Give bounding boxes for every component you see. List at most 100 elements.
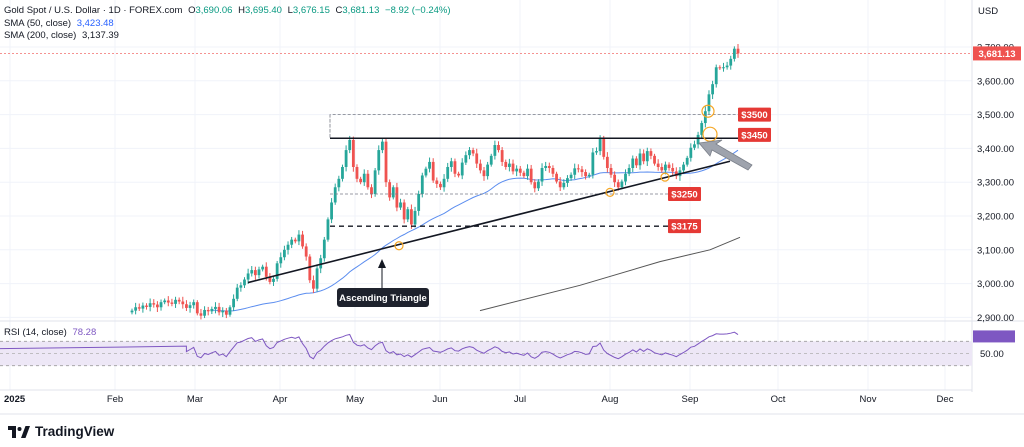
candle-body-76 xyxy=(406,209,410,220)
candle-body-35 xyxy=(257,269,261,276)
candle-body-139 xyxy=(634,158,638,166)
candle-body-4 xyxy=(145,305,148,307)
candle-body-34 xyxy=(253,270,257,276)
candle-body-44 xyxy=(290,239,294,245)
candle-body-133 xyxy=(613,174,617,183)
candle-body-29 xyxy=(235,287,239,299)
candle-body-1 xyxy=(134,307,138,311)
level-tag-3250: $3250 xyxy=(668,187,701,202)
price-tick-3: 3,400.00 xyxy=(977,144,1014,155)
candle-body-9 xyxy=(163,300,167,303)
candle-body-53 xyxy=(322,239,326,259)
candle-body-111 xyxy=(533,182,537,189)
candle-body-33 xyxy=(250,270,254,274)
candle-body-61 xyxy=(351,139,355,167)
candle-body-90 xyxy=(457,173,460,176)
candle-body-140 xyxy=(638,153,642,166)
candle-body-92 xyxy=(464,155,468,163)
gridlines xyxy=(0,0,1024,415)
candle-body-152 xyxy=(682,164,685,171)
tradingview-logo[interactable]: TradingView xyxy=(8,424,114,439)
candle-body-24 xyxy=(217,306,221,313)
candle-body-81 xyxy=(424,168,428,176)
candle-body-136 xyxy=(624,173,627,182)
candle-body-143 xyxy=(649,151,653,156)
time-tick-7: Aug xyxy=(602,394,619,405)
candle-body-150 xyxy=(674,171,678,177)
candle-body-5 xyxy=(148,303,152,307)
candle-body-108 xyxy=(522,172,526,177)
candle-body-107 xyxy=(518,168,522,173)
candle-body-117 xyxy=(555,173,558,182)
rsi-value-tag-bg xyxy=(973,330,1015,343)
currency-label[interactable]: USD xyxy=(978,6,999,17)
candle-body-27 xyxy=(228,307,232,315)
candle-body-72 xyxy=(391,187,395,198)
level-tag-text: $3175 xyxy=(671,222,698,233)
candle-body-125 xyxy=(584,172,587,177)
time-tick-4: May xyxy=(346,394,364,405)
candle-body-123 xyxy=(576,168,580,170)
candle-body-11 xyxy=(170,302,174,304)
candle-body-163 xyxy=(722,67,725,69)
candle-body-37 xyxy=(264,266,268,277)
candle-body-0 xyxy=(130,310,134,313)
level-tag-3175: $3175 xyxy=(668,219,701,234)
candle-body-153 xyxy=(685,157,689,165)
candle-body-23 xyxy=(214,306,217,309)
rsi-tick-1: 50.00 xyxy=(980,349,1004,360)
legend-sma50-label: SMA (50, close) xyxy=(4,18,72,29)
candle-body-145 xyxy=(656,163,660,167)
candle-body-116 xyxy=(551,168,555,174)
candle-body-58 xyxy=(341,166,344,179)
candle-body-65 xyxy=(366,173,370,188)
axes: 3,700.003,600.003,500.003,400.003,300.00… xyxy=(4,43,1021,405)
candle-body-154 xyxy=(689,147,693,158)
candle-body-155 xyxy=(693,144,696,148)
candle-body-64 xyxy=(362,173,366,183)
candle-body-91 xyxy=(460,162,464,176)
candle-body-159 xyxy=(707,94,711,112)
legend-close: C3,681.13 xyxy=(335,5,380,16)
candle-body-60 xyxy=(348,139,352,151)
candle-body-22 xyxy=(210,308,214,312)
candle-body-89 xyxy=(453,161,457,174)
candle-body-114 xyxy=(544,165,548,169)
candle-body-80 xyxy=(420,175,424,195)
candle-body-54 xyxy=(326,219,330,240)
candle-body-98 xyxy=(486,164,490,177)
highlight-circle-4 xyxy=(394,241,404,251)
price-tick-6: 3,100.00 xyxy=(977,245,1014,256)
candle-body-57 xyxy=(337,178,341,188)
candle-body-95 xyxy=(475,153,479,164)
level-tag-text: $3250 xyxy=(671,190,697,201)
time-tick-2: Mar xyxy=(187,394,203,405)
candle-body-112 xyxy=(537,181,540,189)
candle-body-43 xyxy=(286,244,290,250)
candle-body-59 xyxy=(344,150,348,167)
level-tag-bg xyxy=(738,107,771,122)
candle-body-20 xyxy=(203,309,206,316)
candle-body-40 xyxy=(275,263,279,279)
time-tick-10: Nov xyxy=(860,394,877,405)
level-3500-line xyxy=(329,114,738,139)
candle-body-13 xyxy=(177,299,181,302)
price-tick-2: 3,500.00 xyxy=(977,110,1014,121)
support-trendline xyxy=(247,160,731,284)
candle-body-77 xyxy=(410,209,413,225)
time-tick-5: Jun xyxy=(432,394,447,405)
candle-body-124 xyxy=(580,169,584,173)
candle-body-127 xyxy=(591,152,595,175)
candle-body-162 xyxy=(718,67,722,69)
candle-body-75 xyxy=(402,202,406,220)
candle-body-129 xyxy=(598,138,602,152)
candle-body-113 xyxy=(540,168,544,182)
candle-body-102 xyxy=(500,150,504,162)
sma50-line xyxy=(211,149,739,312)
candle-body-66 xyxy=(370,187,373,195)
level-tag-3450: $3450 xyxy=(738,127,771,142)
candle-body-132 xyxy=(609,168,613,175)
candle-body-149 xyxy=(671,168,675,172)
candle-body-74 xyxy=(399,202,402,208)
